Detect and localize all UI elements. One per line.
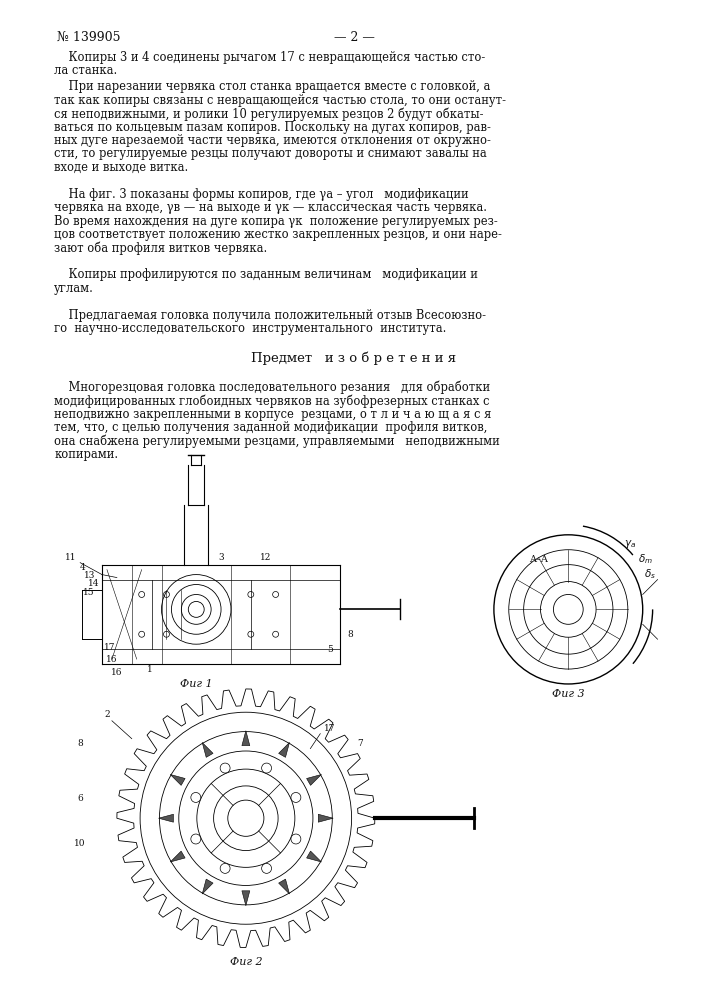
Text: 8: 8 <box>77 739 83 748</box>
Polygon shape <box>242 891 250 906</box>
Text: сти, то регулируемые резцы получают довороты и снимают завалы на: сти, то регулируемые резцы получают дово… <box>54 147 487 160</box>
Text: ся неподвижными, и ролики 10 регулируемых резцов 2 будут обкаты-: ся неподвижными, и ролики 10 регулируемы… <box>54 107 484 121</box>
Text: так как копиры связаны с невращающейся частью стола, то они останут-: так как копиры связаны с невращающейся ч… <box>54 94 506 107</box>
Text: 13: 13 <box>84 571 95 580</box>
Polygon shape <box>202 879 213 894</box>
Text: Многорезцовая головка последовательного резания   для обработки: Многорезцовая головка последовательного … <box>54 381 491 394</box>
Circle shape <box>262 863 271 873</box>
Text: 17: 17 <box>325 724 336 733</box>
Text: копирами.: копирами. <box>54 448 119 461</box>
Polygon shape <box>158 814 173 822</box>
Circle shape <box>262 763 271 773</box>
Text: входе и выходе витка.: входе и выходе витка. <box>54 161 189 174</box>
Text: 16: 16 <box>111 668 122 677</box>
Text: 10: 10 <box>74 839 86 848</box>
Polygon shape <box>307 851 322 862</box>
Text: На фиг. 3 показаны формы копиров, где γа – угол   модификации: На фиг. 3 показаны формы копиров, где γа… <box>54 188 469 201</box>
Text: 11: 11 <box>64 553 76 562</box>
Text: № 139905: № 139905 <box>57 31 121 44</box>
Circle shape <box>191 792 201 802</box>
Text: Фиг 3: Фиг 3 <box>552 689 585 699</box>
Text: Во время нахождения на дуге копира γк  положение регулируемых рез-: Во время нахождения на дуге копира γк по… <box>54 215 498 228</box>
Text: 2: 2 <box>104 710 110 719</box>
Text: 1: 1 <box>147 665 153 674</box>
Text: Предмет   и з о б р е т е н и я: Предмет и з о б р е т е н и я <box>252 352 457 365</box>
Text: 3: 3 <box>218 553 224 562</box>
Text: го  научно-исследовательского  инструментального  института.: го научно-исследовательского инструмента… <box>54 322 447 335</box>
Text: При нарезании червяка стол станка вращается вместе с головкой, а: При нарезании червяка стол станка вращае… <box>54 80 491 93</box>
Text: неподвижно закрепленными в корпусе  резцами, о т л и ч а ю щ а я с я: неподвижно закрепленными в корпусе резца… <box>54 408 492 421</box>
Text: ла станка.: ла станка. <box>54 64 117 77</box>
Text: она снабжена регулируемыми резцами, управляемыми   неподвижными: она снабжена регулируемыми резцами, упра… <box>54 434 500 448</box>
Text: 7: 7 <box>357 739 363 748</box>
Circle shape <box>291 792 301 802</box>
Text: Копиры 3 и 4 соединены рычагом 17 с невращающейся частью сто-: Копиры 3 и 4 соединены рычагом 17 с невр… <box>54 51 486 64</box>
Text: $\gamma_a$: $\gamma_a$ <box>624 538 636 550</box>
Circle shape <box>220 763 230 773</box>
Text: модифицированных глобоидных червяков на зубофрезерных станках с: модифицированных глобоидных червяков на … <box>54 394 490 408</box>
Text: 8: 8 <box>347 630 353 639</box>
Polygon shape <box>279 742 289 757</box>
Text: 5: 5 <box>327 645 333 654</box>
Text: зают оба профиля витков червяка.: зают оба профиля витков червяка. <box>54 241 268 255</box>
Text: цов соответствует положению жестко закрепленных резцов, и они наре-: цов соответствует положению жестко закре… <box>54 228 502 241</box>
Text: 14: 14 <box>88 579 100 588</box>
Polygon shape <box>279 879 289 894</box>
Text: тем, что, с целью получения заданной модификации  профиля витков,: тем, что, с целью получения заданной мод… <box>54 421 488 434</box>
Text: — 2 —: — 2 — <box>334 31 375 44</box>
Polygon shape <box>318 814 333 822</box>
Polygon shape <box>170 774 185 785</box>
Text: 4: 4 <box>79 563 85 572</box>
Circle shape <box>291 834 301 844</box>
Polygon shape <box>202 742 213 757</box>
Text: Фиг 1: Фиг 1 <box>180 679 213 689</box>
Text: ваться по кольцевым пазам копиров. Поскольку на дугах копиров, рав-: ваться по кольцевым пазам копиров. Поско… <box>54 121 491 134</box>
Text: $\delta_m$: $\delta_m$ <box>638 552 653 566</box>
Text: 6: 6 <box>77 794 83 803</box>
Polygon shape <box>242 731 250 746</box>
Polygon shape <box>307 774 322 785</box>
Text: 17: 17 <box>104 643 116 652</box>
Text: углам.: углам. <box>54 282 94 295</box>
Text: 15: 15 <box>83 588 95 597</box>
Circle shape <box>191 834 201 844</box>
Text: червяка на входе, γв — на выходе и γк — классическая часть червяка.: червяка на входе, γв — на выходе и γк — … <box>54 201 487 214</box>
Text: 12: 12 <box>260 553 271 562</box>
Circle shape <box>220 863 230 873</box>
Text: 16: 16 <box>106 655 117 664</box>
Text: Фиг 2: Фиг 2 <box>230 957 262 967</box>
Text: Предлагаемая головка получила положительный отзыв Всесоюзно-: Предлагаемая головка получила положитель… <box>54 309 486 322</box>
Text: A–A: A–A <box>529 555 548 564</box>
Text: Копиры профилируются по заданным величинам   модификации и: Копиры профилируются по заданным величин… <box>54 268 478 281</box>
Text: ных дуге нарезаемой части червяка, имеются отклонения от окружно-: ных дуге нарезаемой части червяка, имеют… <box>54 134 491 147</box>
Polygon shape <box>170 851 185 862</box>
Text: $\delta_s$: $\delta_s$ <box>643 568 655 581</box>
